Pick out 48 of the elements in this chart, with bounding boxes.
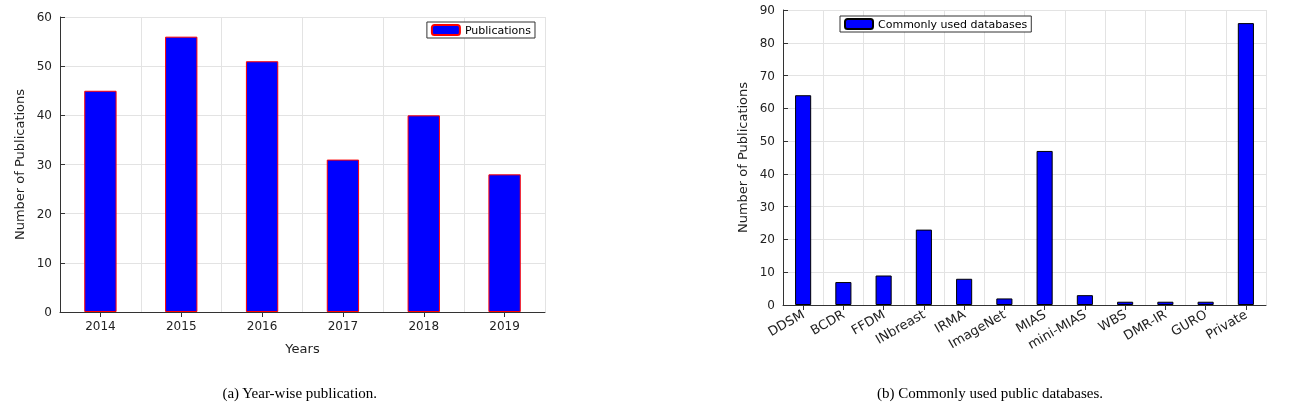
bar — [795, 95, 812, 305]
y-tick-label: 50 — [759, 134, 775, 149]
bar — [1197, 301, 1214, 305]
bar — [1117, 301, 1134, 305]
y-tick-label: 80 — [759, 35, 775, 50]
x-tick-label: 2017 — [327, 319, 359, 333]
y-tick-label: 60 — [759, 101, 775, 116]
bar — [1237, 23, 1254, 305]
y-axis-title: Number of Publications — [734, 81, 750, 234]
bar — [956, 278, 973, 305]
y-tick-label: 50 — [36, 59, 52, 74]
x-tick-label: 2019 — [489, 319, 520, 333]
y-tick-label: 40 — [36, 108, 52, 123]
y-tick-label: 30 — [36, 157, 52, 172]
bar — [1076, 295, 1093, 305]
y-tick-label: 40 — [759, 166, 775, 181]
text: (a) Year-wise publication. — [222, 384, 378, 402]
y-tick-label: 20 — [759, 232, 775, 247]
x-axis-title: Years — [284, 341, 320, 356]
y-axis-title: Number of Publications — [11, 88, 27, 241]
x-tick-label: 2015 — [165, 319, 197, 333]
bar — [84, 90, 117, 312]
bar — [407, 115, 440, 312]
bar — [326, 159, 360, 312]
text: (b) Commonly used public databases. — [876, 384, 1104, 402]
bar — [488, 174, 521, 312]
y-tick-label: 0 — [767, 298, 775, 312]
bar — [996, 298, 1013, 305]
legend-label: Commonly used databases — [878, 17, 1028, 31]
y-tick-label: 30 — [759, 199, 775, 214]
bar — [875, 275, 892, 305]
y-tick-label: 90 — [759, 3, 775, 17]
bar — [835, 282, 852, 305]
y-tick-label: 10 — [36, 255, 52, 270]
legend-label: Publications — [464, 23, 532, 37]
x-tick-label: 2014 — [85, 319, 116, 333]
y-tick-label: 10 — [759, 265, 775, 280]
x-tick-label: 2016 — [246, 319, 278, 333]
y-tick-label: 0 — [44, 305, 52, 319]
bar — [1157, 301, 1174, 305]
y-tick-label: 70 — [759, 68, 775, 83]
bar — [915, 229, 932, 305]
y-tick-label: 20 — [36, 206, 52, 221]
bar — [165, 36, 198, 312]
bar — [245, 61, 279, 312]
x-tick-label: 2018 — [408, 319, 440, 333]
y-tick-label: 60 — [36, 10, 52, 24]
bar — [1036, 150, 1053, 305]
